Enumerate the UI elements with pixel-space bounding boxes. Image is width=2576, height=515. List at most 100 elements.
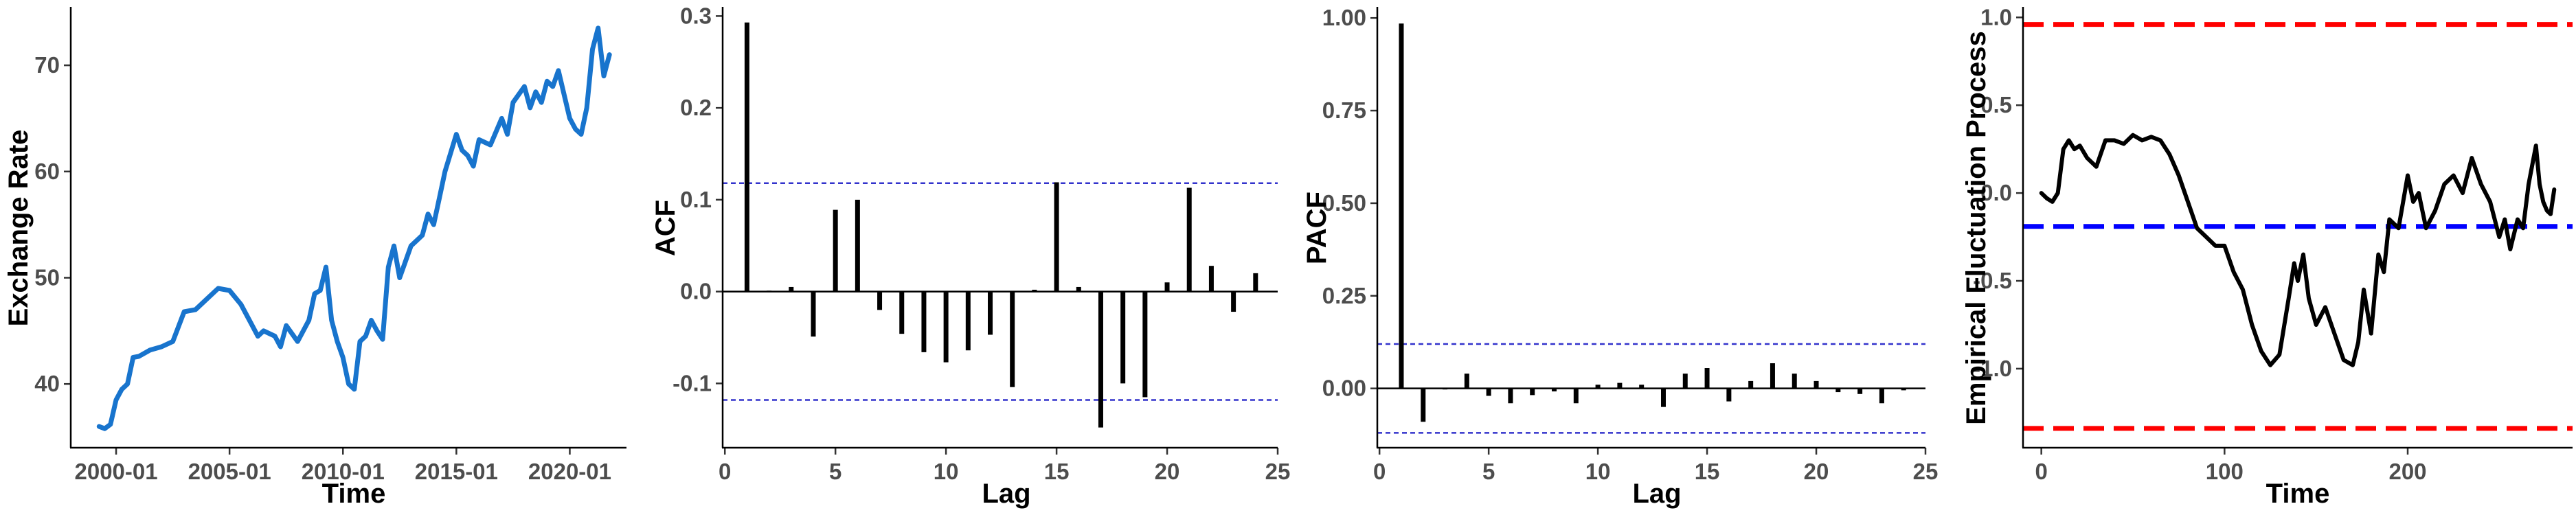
- efp-y-tick-label: 1.0: [1980, 4, 2012, 30]
- acf-bar: [1142, 291, 1148, 398]
- efp-x-axis-title: Time: [2266, 479, 2330, 509]
- pacf-bar: [1814, 380, 1819, 389]
- pacf-bar: [1835, 388, 1841, 393]
- acf-bar: [943, 291, 949, 363]
- ex-x-tick-label: 2020-01: [528, 459, 611, 484]
- ex-y-tick-label: 70: [34, 52, 60, 78]
- acf-bar: [789, 286, 794, 292]
- pacf-y-axis-title: PACF: [1302, 192, 1332, 264]
- acf-bar: [1164, 282, 1170, 292]
- acf-y-tick-label: 0.2: [680, 95, 712, 120]
- acf-bar: [833, 209, 838, 292]
- acf-bar: [811, 291, 816, 337]
- acf-bar: [965, 291, 971, 351]
- pacf-y-tick-label: 1.00: [1322, 5, 1366, 30]
- acf-y-tick-label: -0.1: [673, 370, 712, 396]
- acf-x-tick-label: 5: [829, 459, 841, 484]
- acf-bar: [1231, 291, 1236, 312]
- efp-process-line: [2039, 133, 2557, 367]
- pacf-y-tick-label: 0.25: [1322, 283, 1366, 308]
- pacf-x-tick-label: 5: [1482, 459, 1495, 484]
- pacf-bar: [1552, 388, 1557, 391]
- pacf-y-tick-label: 0.00: [1322, 376, 1366, 401]
- acf-bar: [1076, 286, 1081, 292]
- ex-y-axis-title: Exchange Rate: [3, 130, 34, 327]
- pacf-plot-group: 0.00 0.25 0.50 0.75 1.00 0 5 10 15 20 25: [1322, 5, 1939, 484]
- acf-x-tick-label: 25: [1265, 459, 1291, 484]
- pacf-bar: [1857, 388, 1863, 394]
- exchange-rate-line: [96, 25, 612, 431]
- pacf-bar: [1879, 388, 1884, 404]
- pacf-bar: [1486, 388, 1491, 396]
- ex-y-tick-label: 50: [34, 264, 60, 290]
- pacf-bar: [1748, 380, 1754, 389]
- pacf-bar: [1639, 385, 1645, 389]
- pacf-bar: [1617, 382, 1623, 389]
- ex-x-tick-label: 2015-01: [415, 459, 498, 484]
- acf-x-tick-label: 10: [934, 459, 959, 484]
- pacf-x-axis-title: Lag: [1632, 479, 1681, 509]
- acf-bar: [921, 291, 927, 352]
- acf-bar: [1032, 289, 1037, 292]
- pacf-bar: [1726, 388, 1732, 402]
- acf-y-tick-label: 0.1: [680, 187, 712, 212]
- efp-x-tick-label: 200: [2388, 459, 2426, 484]
- pacf-x-tick-label: 20: [1804, 459, 1829, 484]
- pacf-bar: [1770, 363, 1775, 389]
- acf-x-axis-title: Lag: [982, 479, 1030, 509]
- efp-x-tick-label: 0: [2035, 459, 2047, 484]
- acf-y-axis-title: ACF: [651, 200, 681, 256]
- pacf-bar: [1792, 374, 1797, 389]
- acf-bar: [1186, 187, 1192, 292]
- acf-bar: [767, 290, 772, 292]
- panel-efp: -1.0 -0.5 0.0 0.5 1.0 0 100 200 Time Empirical …: [1961, 4, 2573, 509]
- efp-y-axis-title: Empirical Fluctuation Process: [1961, 31, 1991, 425]
- pacf-bar: [1704, 368, 1710, 389]
- ex-x-tick-label: 2010-01: [302, 459, 385, 484]
- acf-bar: [855, 199, 860, 292]
- acf-plot-group: -0.1 0.0 0.1 0.2 0.3 0 5 10 15 20 25: [673, 3, 1290, 484]
- pacf-x-tick-label: 25: [1913, 459, 1939, 484]
- pacf-bar: [1660, 388, 1666, 407]
- acf-bar: [1253, 273, 1258, 292]
- acf-bar: [1010, 291, 1015, 387]
- ex-plot-group: 40 50 60 70 2000-01 2005-01 2010-01 2015-01 2020…: [34, 25, 612, 484]
- pacf-bar: [1530, 388, 1535, 396]
- acf-x-tick-label: 15: [1044, 459, 1070, 484]
- ex-x-tick-label: 2000-01: [74, 459, 157, 484]
- pacf-bar: [1464, 374, 1469, 389]
- pacf-bar: [1573, 388, 1579, 404]
- efp-x-tick-label: 100: [2206, 459, 2244, 484]
- pacf-bar: [1595, 385, 1601, 389]
- efp-y-tick-label: -1.0: [1973, 356, 2012, 381]
- pacf-bar: [1901, 388, 1906, 391]
- pacf-y-tick-label: 0.75: [1322, 98, 1366, 123]
- pacf-x-tick-label: 10: [1585, 459, 1611, 484]
- acf-bar: [1098, 291, 1103, 428]
- acf-bar: [1120, 291, 1126, 384]
- efp-y-tick-label: 0.0: [1980, 180, 2012, 205]
- pacf-y-tick-label: 0.50: [1322, 190, 1366, 216]
- acf-x-tick-label: 20: [1155, 459, 1180, 484]
- pacf-bar: [1508, 388, 1513, 404]
- ex-x-axis-title: Time: [322, 479, 386, 509]
- ex-y-tick-label: 60: [34, 159, 60, 184]
- acf-bar: [744, 22, 749, 292]
- pacf-bar: [1399, 23, 1404, 389]
- acf-y-tick-label: 0.3: [680, 3, 712, 28]
- efp-y-tick-label: -0.5: [1973, 268, 2012, 293]
- panel-pacf: 0.00 0.25 0.50 0.75 1.00 0 5 10 15 20 25 Lag PACF: [1302, 5, 1938, 509]
- ex-y-tick-label: 40: [34, 371, 60, 396]
- acf-bar: [1208, 266, 1214, 292]
- panel-acf: -0.1 0.0 0.1 0.2 0.3 0 5 10 15 20 25 Lag ACF: [651, 3, 1290, 509]
- ex-x-tick-label: 2005-01: [188, 459, 271, 484]
- efp-plot-group: -1.0 -0.5 0.0 0.5 1.0 0 100 200: [1973, 4, 2573, 484]
- pacf-bar: [1421, 388, 1426, 422]
- pacf-x-tick-label: 15: [1695, 459, 1720, 484]
- efp-y-tick-label: 0.5: [1980, 92, 2012, 117]
- acf-bar: [988, 291, 993, 335]
- pacf-x-tick-label: 0: [1373, 459, 1386, 484]
- acf-bar: [1054, 182, 1059, 292]
- acf-x-tick-label: 0: [719, 459, 731, 484]
